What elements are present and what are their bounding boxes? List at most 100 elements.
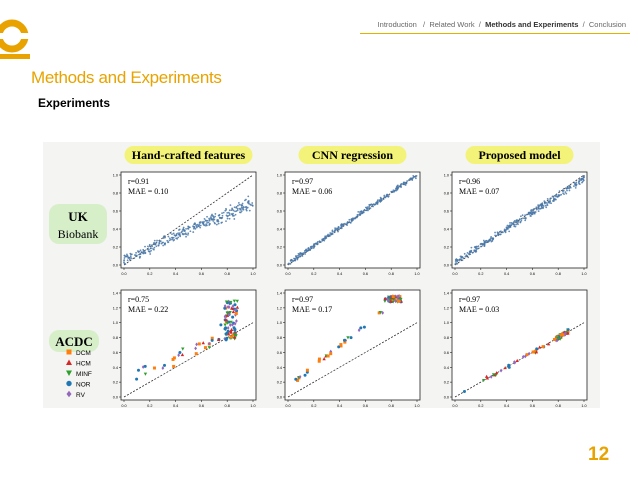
- breadcrumb-item-conclusion[interactable]: Conclusion: [588, 20, 626, 29]
- scatter-point: [225, 208, 228, 211]
- scatter-point: [552, 200, 554, 202]
- scatter-point: [204, 219, 207, 222]
- scatter-point: [458, 259, 461, 261]
- scatter-point: [404, 181, 407, 184]
- scatter-point: [147, 248, 150, 251]
- scatter-point: [359, 214, 361, 217]
- column-title-bg: [465, 146, 574, 164]
- scatter-point: [214, 213, 217, 215]
- scatter-point: [233, 321, 237, 326]
- scatter-point: [527, 351, 531, 356]
- scatter-point: [388, 298, 393, 302]
- scatter-point: [543, 202, 546, 205]
- scatter-point: [231, 304, 235, 309]
- scatter-point: [138, 256, 141, 258]
- scatter-point: [149, 250, 151, 253]
- scatter-point: [287, 263, 289, 265]
- scatter-point: [329, 352, 333, 356]
- scatter-point: [329, 233, 331, 236]
- scatter-point: [203, 346, 207, 350]
- scatter-point: [381, 310, 385, 315]
- stat-r-value: r=0.97: [459, 295, 480, 304]
- scatter-point: [203, 218, 206, 220]
- scatter-point: [489, 374, 493, 379]
- scatter-point: [375, 201, 378, 204]
- scatter-point: [505, 228, 508, 231]
- scatter-point: [146, 248, 149, 251]
- scatter-point: [535, 206, 538, 209]
- scatter-point: [349, 221, 352, 224]
- scatter-point: [382, 198, 385, 201]
- scatter-point: [492, 237, 495, 240]
- scatter-point: [496, 231, 499, 234]
- scatter-point: [231, 310, 236, 314]
- scatter-point: [545, 206, 548, 209]
- scatter-point: [553, 198, 555, 201]
- breadcrumb-item-methods[interactable]: Methods and Experiments: [485, 20, 579, 29]
- scatter-point: [398, 185, 401, 188]
- scatter-point: [494, 371, 499, 375]
- scatter-point: [235, 305, 240, 309]
- scatter-point: [582, 176, 585, 179]
- scatter-point: [235, 319, 238, 323]
- scatter-point: [516, 219, 519, 222]
- scatter-point: [154, 243, 157, 246]
- x-tick-label: 0.2: [478, 272, 483, 276]
- scatter-point: [228, 329, 233, 333]
- scatter-point: [396, 294, 400, 299]
- scatter-point: [394, 299, 398, 304]
- scatter-point: [549, 200, 551, 203]
- scatter-point: [580, 178, 583, 181]
- breadcrumb-item-related-work[interactable]: Related Work: [429, 20, 475, 29]
- scatter-point: [391, 295, 395, 299]
- scatter-point: [232, 209, 235, 212]
- scatter-point: [520, 219, 523, 222]
- scatter-point: [535, 208, 538, 211]
- scatter-point: [535, 347, 539, 351]
- x-tick-label: 0.6: [363, 272, 368, 276]
- scatter-point: [499, 230, 501, 233]
- scatter-point: [156, 239, 158, 242]
- scatter-point: [183, 229, 186, 232]
- scatter-point: [574, 186, 577, 189]
- scatter-point: [301, 254, 303, 257]
- scatter-point: [552, 338, 556, 342]
- scatter-point: [326, 234, 329, 237]
- y-tick-label: 0.6: [277, 210, 282, 214]
- scatter-point: [230, 213, 233, 215]
- scatter-point: [562, 192, 564, 195]
- scatter-point: [233, 327, 237, 331]
- row-label: Biobank: [58, 227, 99, 241]
- scatter-point: [455, 258, 458, 260]
- row-label: UK: [68, 209, 88, 224]
- y-tick-label: 0.2: [444, 381, 449, 385]
- scatter-point: [312, 245, 315, 248]
- x-tick-label: 1.0: [414, 272, 419, 276]
- scatter-point: [346, 336, 350, 340]
- scatter-point: [546, 204, 549, 207]
- scatter-point: [374, 203, 377, 206]
- scatter-point: [208, 219, 211, 222]
- scatter-point: [247, 195, 250, 198]
- scatter-point: [356, 214, 359, 216]
- scatter-point: [251, 204, 254, 207]
- scatter-point: [201, 221, 204, 223]
- scatter-point: [414, 175, 417, 178]
- scatter-point: [568, 184, 571, 187]
- scatter-point: [497, 234, 500, 237]
- breadcrumb-item-introduction[interactable]: Introduction: [377, 20, 417, 29]
- scatter-point: [205, 223, 207, 226]
- y-tick-label: 0.0: [113, 396, 118, 400]
- y-tick-label: 0.4: [277, 366, 282, 370]
- scatter-point: [184, 232, 187, 235]
- identity-line: [287, 322, 418, 398]
- scatter-point: [486, 240, 489, 243]
- scatter-point: [334, 229, 337, 232]
- scatter-point: [144, 252, 147, 255]
- x-tick-label: 0.0: [452, 272, 457, 276]
- scatter-point: [357, 328, 361, 333]
- scatter-point: [560, 193, 563, 196]
- scatter-point: [240, 206, 243, 209]
- scatter-point: [239, 211, 242, 214]
- scatter-point: [491, 240, 494, 242]
